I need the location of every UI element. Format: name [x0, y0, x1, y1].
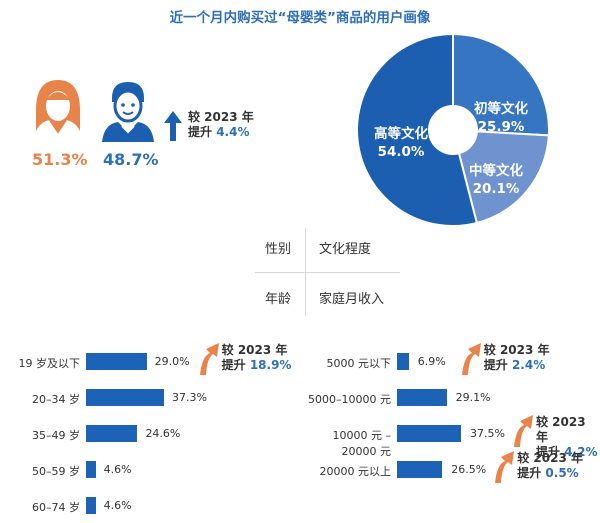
education-donut-chart: 初等文化 25.9% 中等文化 20.1% 高等文化 54.0% [356, 32, 550, 227]
bar-change-line1: 较 2023 年 [517, 451, 583, 465]
quadrant-income-label: 家庭月收入 [319, 292, 385, 307]
bar-change-value: 2.4% [511, 358, 546, 372]
arrow-up-icon [461, 343, 481, 375]
chart-title: 近一个月内购买过“母婴类”商品的用户画像 [169, 10, 431, 26]
female-user-icon [33, 80, 83, 142]
age-bar-chart: 19 岁及以下 29.0% 较 2023 年提升 18.9% 20–34 岁 37.3%… [18, 343, 292, 514]
donut-slice-value: 25.9% [478, 119, 525, 135]
arrow-up-icon [199, 343, 219, 375]
quadrant-age-label: 年龄 [264, 292, 291, 307]
bar-value-label: 4.6% [103, 499, 132, 512]
bar-change-note: 较 2023 年提升 0.5% [517, 451, 583, 481]
bar-value-label: 4.6% [103, 463, 132, 476]
bar-category-label: 5000–10000 元 [308, 393, 391, 406]
quadrant-gender-label: 性别 [264, 242, 291, 257]
bar [86, 353, 147, 370]
bar-change-line1: 较 2023 年 [483, 343, 550, 357]
bar-category-label: 60–74 岁 [32, 501, 80, 514]
bar-change-prefix: 提升 [483, 358, 512, 372]
bar-category-label: 10000 元 –20000 元 [332, 429, 392, 458]
bar-change-prefix: 提升 [221, 358, 250, 372]
bar-change-note: 较 2023 年提升 4.2% [536, 415, 600, 460]
bar [86, 389, 164, 406]
bar-category-label: 35–49 岁 [32, 429, 80, 442]
bar-change-value: 18.9% [249, 358, 292, 372]
donut-slice [452, 32, 550, 137]
donut-slice-label: 高等文化 [374, 125, 428, 142]
arrow-up-icon [164, 111, 182, 141]
arrow-up-icon [514, 415, 533, 447]
male-user-icon [102, 82, 154, 142]
donut-slice-value: 54.0% [378, 144, 425, 160]
bar [397, 389, 447, 406]
male-percentage: 48.7% [103, 150, 159, 169]
bar-value-label: 37.3% [172, 391, 207, 404]
bar-category-label: 20000 元以上 [319, 465, 392, 478]
bar-category-label: 50–59 岁 [32, 465, 80, 478]
bar [397, 425, 461, 442]
bar-value-label: 26.5% [451, 463, 487, 476]
bar-change-note: 较 2023 年提升 18.9% [222, 343, 292, 373]
bar [86, 425, 138, 442]
bar-change-prefix: 提升 [517, 466, 546, 480]
bar-category-label: 5000 元以下 [326, 357, 392, 370]
bar-value-label: 37.5% [470, 427, 505, 440]
bar-category-label: 20–34 岁 [32, 393, 80, 406]
female-percentage: 51.3% [32, 150, 88, 169]
donut-slice-value: 20.1% [473, 181, 520, 197]
bar [86, 497, 96, 514]
donut-slice [356, 32, 479, 227]
gender-change-line1: 较 2023 年 [188, 110, 254, 124]
gender-change-value: 4.4% [216, 125, 250, 139]
bar-change-value: 0.5% [545, 466, 579, 480]
bar-change-line1: 较 2023 年 [536, 415, 586, 444]
bar-value-label: 6.9% [417, 355, 446, 368]
bar-change-prefix: 提升 [536, 445, 565, 459]
donut-slice-label: 中等文化 [469, 162, 523, 179]
arrow-up-icon [495, 451, 515, 483]
bar-change-line1: 较 2023 年 [221, 343, 288, 357]
donut-slice [457, 130, 550, 225]
bar-value-label: 24.6% [145, 427, 181, 440]
bar [397, 353, 409, 370]
bar [397, 461, 443, 478]
quadrant-horizontal-divider [255, 272, 400, 273]
bar-category-label: 19 岁及以下 [18, 357, 81, 370]
bar-value-label: 29.0% [154, 355, 190, 368]
bar-change-value: 4.2% [564, 445, 598, 459]
bar-change-note: 较 2023 年提升 2.4% [484, 343, 550, 373]
bar-value-label: 29.1% [455, 391, 491, 404]
gender-change-prefix: 提升 [188, 125, 217, 139]
gender-change-note: 较 2023 年 提升 4.4% [188, 110, 254, 140]
donut-slice-label: 初等文化 [474, 100, 528, 117]
quadrant-education-label: 文化程度 [319, 242, 372, 257]
bar [86, 461, 96, 478]
